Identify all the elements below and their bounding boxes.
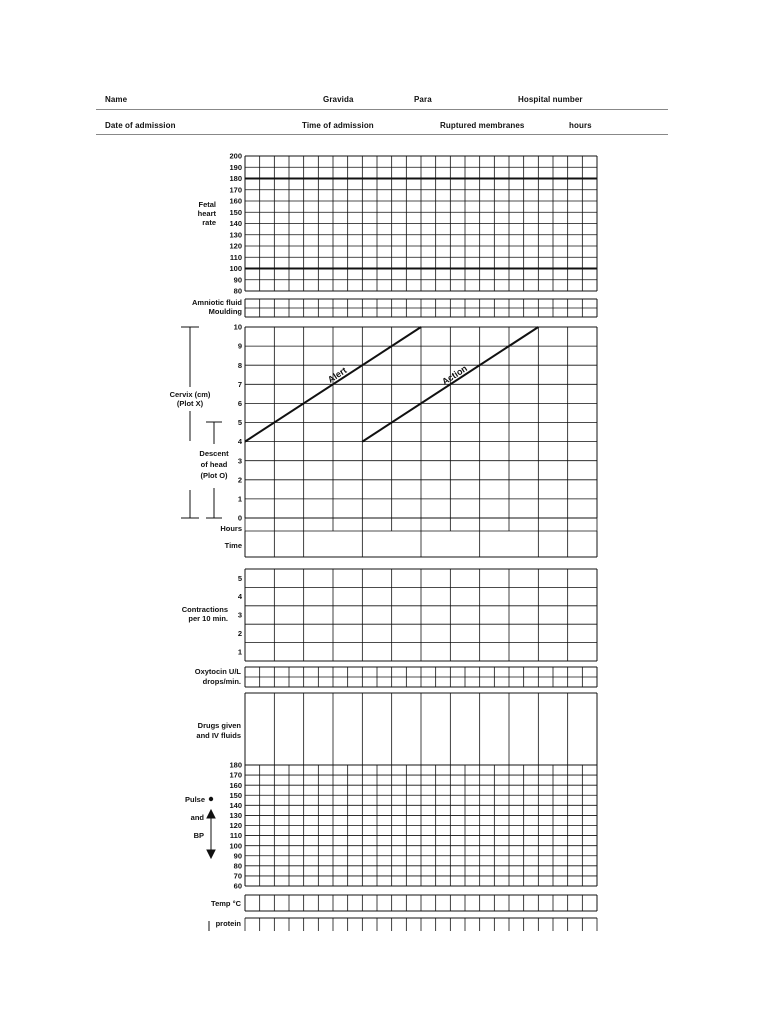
cervix-bracket: [181, 326, 199, 519]
contractions-tick-5: 5: [238, 574, 242, 583]
fhr-label-3: rate: [202, 218, 216, 227]
pulse-bp-tick-180: 180: [229, 761, 242, 770]
fhr-tick-200: 200: [229, 152, 242, 161]
pulse-bp-tick-90: 90: [234, 851, 242, 860]
pulse-bp-tick-100: 100: [229, 841, 242, 850]
pulse-bp-tick-170: 170: [229, 771, 242, 780]
pulse-bp-tick-80: 80: [234, 861, 242, 870]
action-line: [361, 326, 539, 443]
name-label: Name: [105, 95, 128, 104]
fhr-tick-80: 80: [234, 287, 242, 296]
cervix-label-1: Cervix (cm): [170, 390, 211, 399]
ruptured-membranes-label: Ruptured membranes: [440, 121, 525, 130]
drugs-grid: [244, 692, 598, 766]
cervix-tick-3: 3: [238, 456, 242, 465]
descent-label-3: (Plot O): [200, 471, 228, 480]
bp-label: BP: [194, 831, 204, 840]
fhr-tick-90: 90: [234, 275, 242, 284]
temp-grid: [244, 894, 598, 912]
cervix-tick-9: 9: [238, 342, 242, 351]
fhr-tick-120: 120: [229, 242, 242, 251]
contractions-grid: [244, 568, 598, 662]
date-of-admission-label: Date of admission: [105, 121, 176, 130]
alert-action-lines: [244, 326, 539, 443]
cervix-tick-0: 0: [238, 514, 242, 523]
pulse-bp-tick-60: 60: [234, 882, 242, 891]
bp-arrow-icon: [206, 808, 216, 860]
oxytocin-grid: [244, 666, 598, 688]
pulse-bp-tick-130: 130: [229, 811, 242, 820]
fhr-label-1: Fetal: [198, 200, 216, 209]
fhr-tick-130: 130: [229, 230, 242, 239]
para-label: Para: [414, 95, 432, 104]
and-label: and: [191, 813, 205, 822]
cervix-label-2: (Plot X): [177, 399, 204, 408]
pulse-bp-tick-70: 70: [234, 872, 242, 881]
pulse-bp-tick-150: 150: [229, 791, 242, 800]
descent-bracket: [206, 421, 222, 519]
drugs-label-1: Drugs given: [198, 721, 242, 730]
fhr-tick-180: 180: [229, 174, 242, 183]
contractions-label-2: per 10 min.: [188, 614, 228, 623]
drugs-label-2: and IV fluids: [196, 731, 241, 740]
protein-label: protein: [216, 919, 242, 928]
protein-grid: [244, 917, 598, 931]
fhr-tick-160: 160: [229, 197, 242, 206]
fhr-tick-190: 190: [229, 163, 242, 172]
hours-row-label: Hours: [220, 524, 242, 533]
cervix-tick-7: 7: [238, 380, 242, 389]
header-rule-2: [96, 134, 668, 135]
pulse-bp-tick-120: 120: [229, 821, 242, 830]
fetal-heart-rate-scale: 200 190 180 170 160 150 140 130 120 110 100 90 80: [229, 152, 242, 296]
cervix-tick-5: 5: [238, 418, 242, 427]
moulding-label: Moulding: [209, 307, 243, 316]
cervix-tick-10: 10: [234, 323, 242, 332]
descent-label-1: Descent: [199, 449, 229, 458]
fetal-heart-rate-grid: [244, 155, 598, 292]
fhr-tick-110: 110: [230, 253, 242, 262]
gravida-label: Gravida: [323, 95, 354, 104]
fhr-tick-150: 150: [229, 208, 242, 217]
temp-label: Temp °C: [211, 899, 242, 908]
oxytocin-label-1: Oxytocin U/L: [195, 667, 242, 676]
contractions-tick-2: 2: [238, 629, 242, 638]
pulse-label: Pulse: [185, 795, 205, 804]
amniotic-fluid-label: Amniotic fluid: [192, 298, 242, 307]
header-rule-1: [96, 109, 668, 110]
contractions-tick-4: 4: [238, 592, 243, 601]
time-row-label: Time: [225, 541, 242, 550]
cervix-tick-2: 2: [238, 475, 242, 484]
hours-label-header: hours: [569, 121, 592, 130]
pulse-bp-grid: [244, 764, 598, 887]
cervix-tick-8: 8: [238, 361, 242, 370]
pulse-bp-tick-110: 110: [230, 831, 242, 840]
descent-label-2: of head: [201, 460, 228, 469]
cervix-tick-4: 4: [238, 437, 243, 446]
cervix-tick-1: 1: [238, 495, 242, 504]
alert-line: [244, 326, 422, 443]
contractions-scale: 5 4 3 2 1: [238, 574, 243, 657]
fhr-tick-170: 170: [229, 185, 242, 194]
fhr-tick-100: 100: [229, 264, 242, 273]
amniotic-moulding-grid: [244, 298, 598, 318]
contractions-tick-1: 1: [238, 647, 242, 656]
hospital-number-label: Hospital number: [518, 95, 583, 104]
contractions-tick-3: 3: [238, 611, 242, 620]
cervix-tick-6: 6: [238, 399, 242, 408]
oxytocin-label-2: drops/min.: [203, 677, 241, 686]
cervix-grid: [244, 326, 598, 519]
contractions-label-1: Contractions: [182, 605, 228, 614]
pulse-dot-icon: [208, 796, 214, 802]
fhr-label-2: heart: [198, 209, 217, 218]
pulse-bp-tick-140: 140: [229, 801, 242, 810]
time-of-admission-label: Time of admission: [302, 121, 374, 130]
pulse-bp-tick-160: 160: [229, 781, 242, 790]
fhr-tick-140: 140: [229, 219, 242, 228]
hours-time-grid: [244, 518, 598, 558]
